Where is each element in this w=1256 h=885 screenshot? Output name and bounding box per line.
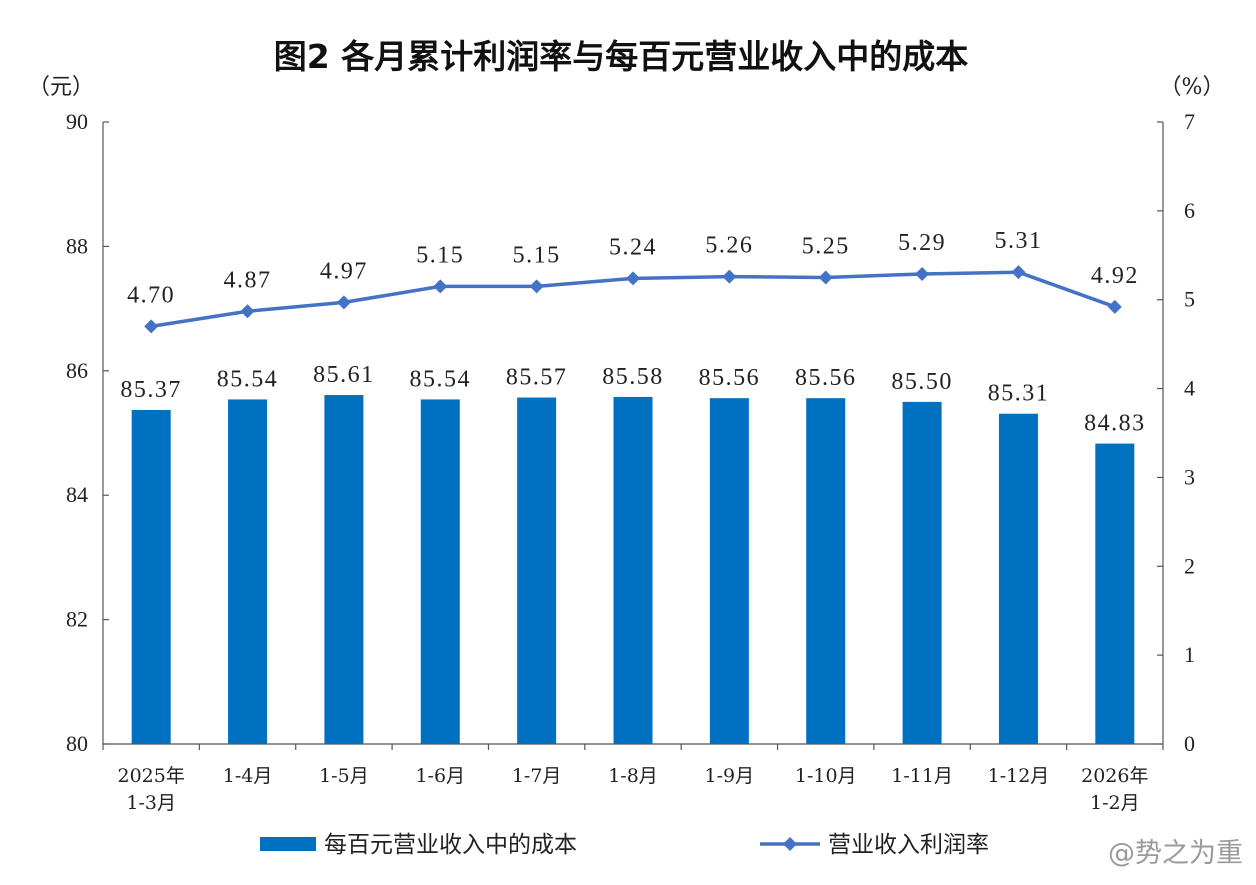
line-point: [1011, 265, 1026, 280]
line-data-label: 5.15: [513, 242, 561, 268]
bar: [517, 397, 557, 744]
x-category-label: 1-3月: [126, 792, 176, 814]
line-point: [144, 319, 159, 334]
bar: [902, 401, 942, 744]
bar-data-label: 85.61: [313, 362, 375, 388]
x-category-label: 2025年: [118, 765, 185, 787]
bar-data-label: 85.57: [506, 365, 568, 391]
right-tick-label: 3: [1184, 464, 1195, 489]
line-data-label: 5.25: [802, 234, 850, 260]
line-point: [626, 271, 640, 286]
left-tick-label: 86: [66, 358, 88, 383]
x-category-label: 1-4月: [223, 765, 273, 787]
bar: [420, 399, 460, 744]
bar-data-label: 85.54: [410, 366, 472, 392]
right-tick-label: 0: [1184, 731, 1195, 756]
line-data-label: 5.29: [898, 230, 946, 256]
line-point: [240, 304, 255, 319]
legend-bar-swatch: [260, 837, 316, 851]
right-tick-label: 2: [1184, 553, 1195, 578]
axes: 80 82 84 86 88 90 0 1 2 3 4 5 6 7: [66, 109, 1195, 756]
bar-data-label: 85.31: [988, 381, 1050, 407]
line-point: [818, 270, 833, 285]
right-tick-label: 5: [1184, 287, 1195, 312]
x-category-label: 1-8月: [608, 765, 658, 787]
x-category-label: 1-6月: [415, 765, 465, 787]
x-category-label: 1-2月: [1090, 792, 1140, 814]
watermark: @势之为重: [1108, 838, 1243, 869]
bar-data-label: 85.54: [217, 366, 279, 392]
legend: 每百元营业收入中的成本 营业收入利润率: [260, 832, 989, 858]
right-tick-label: 7: [1184, 109, 1195, 134]
right-tick-label: 1: [1184, 642, 1195, 667]
right-axis-unit: （%）: [1160, 75, 1225, 100]
line-point: [915, 266, 930, 281]
line-point: [722, 269, 737, 284]
line-point: [336, 295, 351, 310]
bar: [228, 399, 268, 744]
bar: [131, 409, 171, 744]
left-tick-label: 82: [66, 607, 88, 632]
line-data-label: 4.97: [320, 258, 368, 284]
bar-data-label: 84.83: [1084, 411, 1146, 437]
bar-series: [131, 395, 1135, 744]
bar: [613, 396, 653, 744]
left-axis-unit: （元）: [28, 75, 94, 100]
x-category-label: 1-12月: [988, 765, 1050, 787]
x-category-label: 2026年: [1081, 765, 1148, 787]
line-data-label: 5.24: [609, 234, 657, 260]
bar-data-label: 85.56: [699, 365, 761, 391]
line-data-label: 5.15: [416, 242, 464, 268]
line-data-label: 4.92: [1091, 263, 1139, 289]
line-point: [433, 279, 448, 294]
left-tick-label: 90: [66, 109, 88, 134]
line-data-label: 5.31: [994, 228, 1042, 254]
line-data-label: 5.26: [705, 233, 753, 259]
x-category-label: 1-9月: [705, 765, 755, 787]
line-point: [1107, 299, 1122, 314]
line-data-label: 4.70: [127, 282, 175, 308]
bar: [1095, 443, 1135, 744]
left-tick-label: 80: [66, 731, 88, 756]
left-tick-label: 84: [66, 482, 88, 507]
legend-line-marker: [783, 837, 797, 851]
right-tick-label: 4: [1184, 376, 1195, 401]
bar-data-label: 85.58: [602, 364, 664, 390]
x-axis-categories: 2025年 1-3月 1-4月 1-5月 1-6月 1-7月 1-8月 1-9月 1-10月 1-…: [118, 765, 1149, 814]
line-data-label: 4.87: [224, 267, 272, 293]
right-tick-label: 6: [1184, 198, 1195, 223]
line-point: [529, 279, 544, 294]
x-category-label: 1-10月: [795, 765, 857, 787]
bar-data-label: 85.37: [120, 377, 182, 403]
x-category-label: 1-11月: [891, 765, 953, 787]
bar: [806, 398, 846, 744]
bar: [998, 413, 1038, 744]
bar: [709, 398, 749, 744]
bar-data-label: 85.56: [795, 365, 857, 391]
data-labels: 85.37 85.54 85.61 85.54 85.57 85.58 85.56 85.56…: [120, 228, 1146, 437]
chart-title: 图2 各月累计利润率与每百元营业收入中的成本: [274, 37, 968, 76]
line-series: [144, 265, 1122, 334]
x-category-label: 1-5月: [319, 765, 369, 787]
left-tick-label: 88: [66, 233, 88, 258]
bar: [324, 395, 364, 744]
x-category-label: 1-7月: [512, 765, 562, 787]
bar-data-label: 85.50: [891, 369, 953, 395]
legend-line-label: 营业收入利润率: [828, 832, 989, 858]
legend-bar-label: 每百元营业收入中的成本: [324, 832, 577, 858]
